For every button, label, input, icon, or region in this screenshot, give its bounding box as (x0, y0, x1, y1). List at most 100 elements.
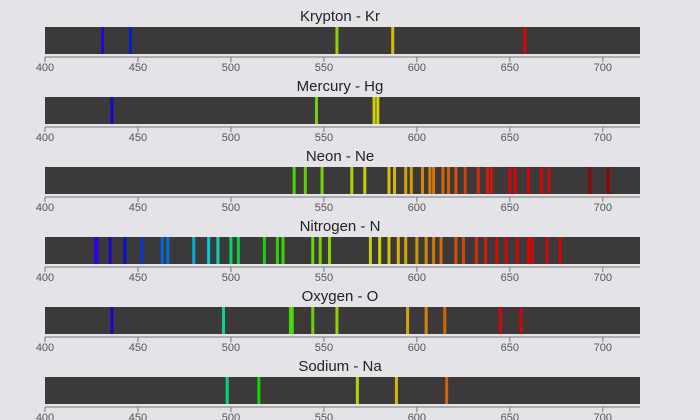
x-tick-label: 450 (129, 202, 147, 214)
emission-line (216, 237, 220, 264)
x-tick-label: 700 (594, 272, 612, 284)
x-tick-label: 500 (222, 412, 240, 420)
spectrum-title: Mercury - Hg (297, 78, 384, 95)
emission-line (404, 237, 408, 264)
emission-line (558, 237, 562, 264)
emission-line (387, 237, 391, 264)
x-tick-label: 700 (594, 342, 612, 354)
emission-line (476, 167, 480, 194)
emission-line (318, 237, 322, 264)
emission-line (311, 307, 315, 334)
x-tick-label: 400 (36, 412, 54, 420)
emission-line (530, 237, 534, 264)
x-tick-label: 650 (501, 62, 519, 74)
emission-line (363, 167, 367, 194)
x-tick-label: 500 (222, 272, 240, 284)
emission-line (355, 377, 359, 404)
emission-line (110, 97, 114, 124)
emission-line (95, 237, 99, 264)
emission-line (281, 237, 285, 264)
x-tick-label: 650 (501, 342, 519, 354)
emission-line (495, 237, 499, 264)
x-tick-label: 450 (129, 62, 147, 74)
emission-line (372, 97, 376, 124)
emission-line (474, 237, 478, 264)
emission-line (311, 237, 315, 264)
x-tick-label: 450 (129, 272, 147, 284)
x-tick-label: 400 (36, 202, 54, 214)
emission-line (327, 237, 331, 264)
emission-line (101, 27, 105, 54)
emission-line (387, 167, 391, 194)
x-tick-label: 700 (594, 62, 612, 74)
emission-line (108, 237, 112, 264)
x-tick-label: 650 (501, 412, 519, 420)
x-tick-label: 550 (315, 272, 333, 284)
emission-line (515, 237, 519, 264)
emission-line (484, 237, 488, 264)
x-tick-label: 550 (315, 202, 333, 214)
emission-line (424, 307, 428, 334)
emission-line (539, 167, 543, 194)
emission-line (463, 167, 467, 194)
x-tick-label: 650 (501, 272, 519, 284)
emission-line (526, 237, 530, 264)
emission-line (166, 237, 170, 264)
emission-line (320, 167, 324, 194)
emission-line (441, 167, 445, 194)
spectrum-title: Sodium - Na (298, 358, 382, 375)
x-tick-label: 450 (129, 412, 147, 420)
emission-line (523, 27, 527, 54)
emission-line (236, 237, 240, 264)
emission-line (314, 97, 318, 124)
emission-line (504, 237, 508, 264)
x-tick-label: 400 (36, 272, 54, 284)
emission-line (409, 167, 413, 194)
emission-line (394, 377, 398, 404)
x-tick-label: 700 (594, 202, 612, 214)
x-tick-label: 550 (315, 412, 333, 420)
x-tick-label: 500 (222, 132, 240, 144)
emission-line (368, 237, 372, 264)
emission-line (110, 307, 114, 334)
emission-line (229, 237, 233, 264)
emission-line (432, 237, 436, 264)
emission-line (508, 167, 512, 194)
emission-line (404, 167, 408, 194)
emission-line (432, 167, 436, 194)
x-tick-label: 400 (36, 62, 54, 74)
spectrum-strip (45, 167, 640, 194)
x-tick-label: 600 (408, 272, 426, 284)
emission-line (93, 237, 97, 264)
emission-line (547, 167, 551, 194)
emission-line (420, 167, 424, 194)
emission-line (335, 27, 339, 54)
emission-line (140, 237, 144, 264)
emission-line (376, 97, 380, 124)
emission-line (192, 237, 196, 264)
emission-line (454, 237, 458, 264)
emission-line (439, 237, 443, 264)
emission-line (445, 377, 449, 404)
spectrum-strip (45, 27, 640, 54)
x-tick-label: 500 (222, 342, 240, 354)
x-tick-label: 600 (408, 132, 426, 144)
emission-line (588, 167, 592, 194)
emission-line (225, 377, 229, 404)
x-tick-label: 600 (408, 412, 426, 420)
emission-line (292, 167, 296, 194)
x-tick-label: 700 (594, 412, 612, 420)
emission-line (378, 237, 382, 264)
emission-line (489, 167, 493, 194)
emission-line (415, 237, 419, 264)
emission-line (123, 237, 127, 264)
spectrum-title: Oxygen - O (302, 288, 379, 305)
x-tick-label: 450 (129, 132, 147, 144)
emission-line (290, 307, 294, 334)
emission-line (262, 237, 266, 264)
x-tick-label: 600 (408, 62, 426, 74)
emission-line (545, 237, 549, 264)
emission-line (606, 167, 610, 194)
x-tick-label: 600 (408, 342, 426, 354)
